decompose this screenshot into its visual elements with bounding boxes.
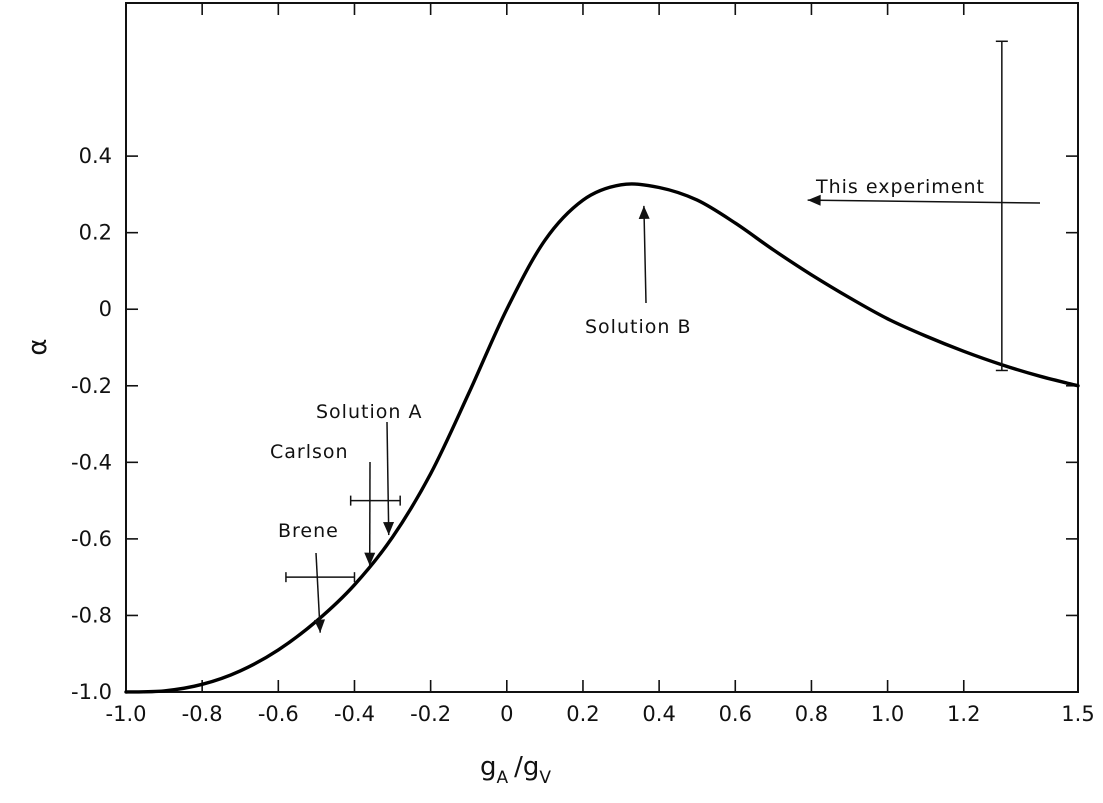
y-tick-label: -0.2 [71, 374, 112, 398]
x-tick-label: -1.0 [106, 702, 147, 726]
plot-frame [125, 2, 1079, 693]
x-tick-label: -0.2 [410, 702, 451, 726]
y-axis-label: α [23, 338, 53, 355]
y-tick-label: 0 [99, 297, 112, 321]
annotation-arrow-head [383, 521, 395, 536]
annotation-arrow-head [314, 619, 326, 633]
annotation-label: Brene [278, 520, 339, 542]
y-tick-label: -0.4 [71, 450, 112, 474]
annotation-label: Solution A [316, 401, 422, 423]
annotation-arrow-shaft [315, 552, 321, 633]
x-tick-label: 0.4 [642, 702, 675, 726]
y-tick-label: 0.4 [79, 144, 112, 168]
x-tick-label: -0.4 [334, 702, 375, 726]
y-tick-label: -0.6 [71, 527, 112, 551]
annotation-label: Carlson [270, 441, 349, 463]
annotation-arrow-head [364, 552, 376, 566]
y-tick-labels: -1.0 -0.8 -0.6 -0.4 -0.2 0 0.2 0.4 [71, 144, 112, 704]
annotation-arrow-head [807, 194, 821, 206]
x-tick-label: 0.2 [566, 702, 599, 726]
y-tick-label: -1.0 [71, 680, 112, 704]
annotation-arrow-shaft [807, 199, 1041, 204]
x-tick-labels: -1.0 -0.8 -0.6 -0.4 -0.2 0 0.2 0.4 0.6 0.8 1.0 1.2 1… [106, 702, 1095, 726]
x-tick-label: 1.2 [947, 702, 980, 726]
y-tick-label: -0.8 [71, 603, 112, 627]
x-tick-label: 0 [500, 702, 513, 726]
x-tick-label: 0.6 [719, 702, 752, 726]
x-tick-label: 1.0 [871, 702, 904, 726]
annotation-arrow-head [638, 205, 650, 219]
annotation-label: This experiment [815, 176, 985, 198]
annotation-arrow-shaft [643, 205, 647, 304]
alpha-curve [124, 182, 1080, 694]
x-tick-label: 1.5 [1061, 702, 1094, 726]
x-tick-label: -0.8 [182, 702, 223, 726]
annotation-arrow-shaft [386, 421, 390, 536]
tick-marks [125, 3, 1079, 693]
x-axis-label: gA/gV [480, 752, 551, 788]
x-tick-label: 0.8 [795, 702, 828, 726]
error-bars [285, 40, 1008, 583]
y-tick-label: 0.2 [79, 221, 112, 245]
x-axis-label-sub2: V [539, 768, 551, 788]
x-tick-label: -0.6 [258, 702, 299, 726]
annotations: This experiment Solution B Solution A Carls… [270, 176, 1041, 633]
x-axis-label-sub1: A [497, 768, 509, 788]
x-axis-label-slash: /g [514, 752, 539, 782]
x-axis-label-main: g [480, 752, 497, 782]
annotation-label: Solution B [585, 316, 691, 338]
